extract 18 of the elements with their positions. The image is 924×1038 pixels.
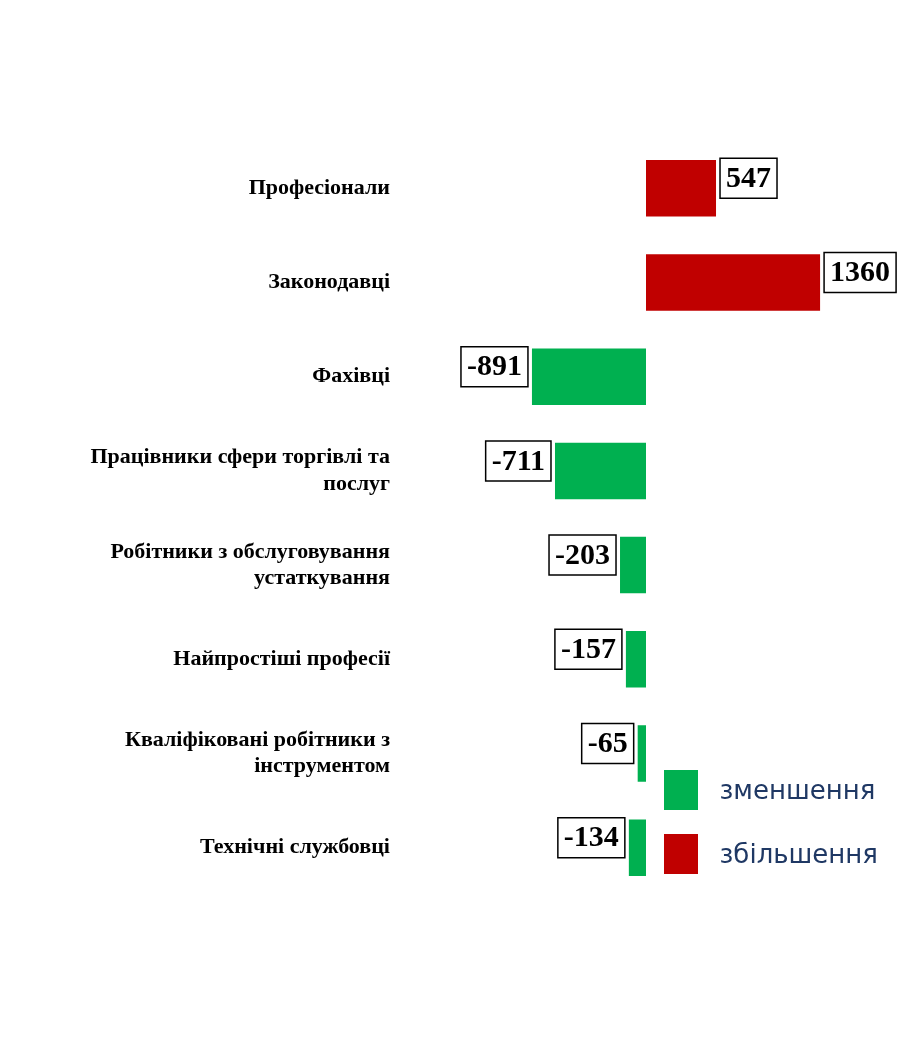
data-label: -157 <box>560 631 616 665</box>
data-label: 547 <box>726 160 772 194</box>
y-tick-label: Кваліфіковані робітники з інструментом <box>124 725 391 778</box>
y-tick-label: Професіонали <box>248 173 391 199</box>
y-tick-label: Працівники сфери торгівлі та послуг <box>90 443 390 495</box>
data-label: -891 <box>466 348 522 382</box>
data-label: -203 <box>555 536 611 570</box>
y-tick-label: Найпростіші професії <box>173 644 391 670</box>
y-tick-label: Технічні службовці <box>200 833 390 859</box>
legend-label: збільшення <box>719 839 878 869</box>
data-label: 1360 <box>830 254 891 288</box>
data-label: -711 <box>491 442 545 476</box>
data-label: -65 <box>587 725 628 759</box>
y-tick-label: Робітники з обслуговування устаткування <box>110 537 391 589</box>
y-tick-label: Законодавці <box>268 268 390 294</box>
data-label: -134 <box>563 819 619 853</box>
y-tick-label: Фахівці <box>312 362 390 388</box>
legend-label: зменшення <box>719 775 876 805</box>
